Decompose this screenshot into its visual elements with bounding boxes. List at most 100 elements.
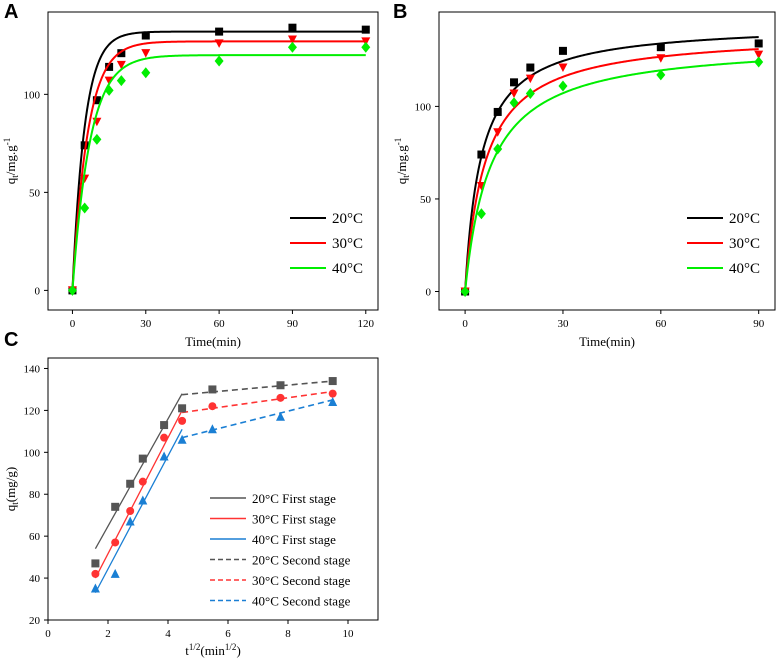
data-point-0-3 xyxy=(138,454,147,463)
data-point-0-5 xyxy=(178,404,187,413)
x-axis-title: t1/2(min1/2) xyxy=(185,642,241,658)
data-point-1-4 xyxy=(116,60,126,70)
data-point-0-5 xyxy=(558,46,567,55)
data-point-1-3 xyxy=(509,89,519,98)
y-axis-title-sup: -1 xyxy=(2,138,12,146)
fit-curve-0 xyxy=(464,36,759,292)
data-point-1-7 xyxy=(276,393,285,402)
data-point-0-4 xyxy=(526,63,535,72)
y-axis-title-sup: -1 xyxy=(393,138,403,146)
data-point-0-6 xyxy=(656,43,665,52)
fit-curve-2 xyxy=(71,54,366,291)
y-tick-label: 50 xyxy=(29,187,41,199)
data-point-1-2 xyxy=(126,507,135,516)
x-tick-label: 0 xyxy=(462,318,468,330)
data-point-1-5 xyxy=(178,416,187,425)
y-tick-label: 100 xyxy=(415,101,432,113)
x-tick-label: 30 xyxy=(557,318,569,330)
fit-curve-0 xyxy=(71,30,366,291)
fit-curve-1 xyxy=(71,40,366,291)
data-point-1-1 xyxy=(111,538,120,547)
data-point-0-0 xyxy=(91,559,100,568)
y-tick-label: 0 xyxy=(426,286,432,298)
panel-label-a: A xyxy=(4,1,18,23)
x-tick-label: 2 xyxy=(105,628,111,640)
data-point-1-8 xyxy=(361,37,371,46)
data-point-2-1 xyxy=(80,202,90,214)
fit-curve-2 xyxy=(464,60,759,292)
legend-label-1: 30°C xyxy=(729,236,760,252)
y-axis-title-rest: /mg.g xyxy=(3,145,18,175)
plot-frame xyxy=(47,11,379,311)
y-axis-title-sub: t xyxy=(401,175,411,178)
data-point-2-1 xyxy=(476,208,486,220)
x-tick-label: 6 xyxy=(225,628,231,640)
data-point-2-6 xyxy=(214,55,224,67)
x-tick-label: 60 xyxy=(214,318,226,330)
y-tick-label: 50 xyxy=(420,194,432,206)
data-point-0-5 xyxy=(141,31,150,40)
fit-line-3 xyxy=(182,380,333,396)
panel-label-b: B xyxy=(393,1,407,23)
y-tick-label: 120 xyxy=(24,405,41,417)
x-axis-title-rest: (min xyxy=(200,643,225,658)
legend-label-4: 30°C Second stage xyxy=(252,573,351,588)
x-tick-label: 0 xyxy=(45,628,51,640)
y-tick-label: 0 xyxy=(35,285,41,297)
data-point-0-2 xyxy=(493,107,502,116)
data-point-1-5 xyxy=(558,63,568,73)
legend-label-2: 40°C xyxy=(332,261,363,277)
data-point-0-8 xyxy=(361,25,370,34)
data-point-2-6 xyxy=(656,69,666,81)
y-axis-title-main: q xyxy=(3,504,18,511)
data-point-0-1 xyxy=(111,502,120,511)
data-point-0-7 xyxy=(754,39,763,48)
x-axis-title-main: t xyxy=(185,643,189,658)
fit-line-1 xyxy=(94,410,183,579)
legend-label-2: 40°C xyxy=(729,261,760,277)
data-point-0-3 xyxy=(105,62,114,71)
data-point-1-7 xyxy=(287,35,297,44)
data-point-2-4 xyxy=(116,75,126,87)
data-point-2-3 xyxy=(138,495,148,505)
x-axis-title: Time(min) xyxy=(579,334,635,349)
y-axis-title-rest: (mg/g) xyxy=(3,467,18,502)
data-point-2-0 xyxy=(67,284,77,296)
data-point-1-6 xyxy=(208,402,217,411)
data-point-2-0 xyxy=(460,285,470,297)
data-point-2-4 xyxy=(525,87,535,99)
data-point-0-8 xyxy=(328,377,337,386)
data-point-2-4 xyxy=(159,451,169,461)
fit-curve-1 xyxy=(464,48,759,292)
fit-line-4 xyxy=(181,390,333,414)
x-tick-label: 60 xyxy=(655,318,667,330)
data-point-2-5 xyxy=(141,67,151,79)
x-tick-label: 0 xyxy=(70,318,76,330)
y-axis-title-sub: t xyxy=(10,175,20,178)
legend-label-2: 40°C First stage xyxy=(252,532,336,547)
x-tick-label: 10 xyxy=(343,628,355,640)
y-axis-title: qt(mg/g) xyxy=(3,467,20,511)
data-point-2-1 xyxy=(110,568,120,578)
data-point-2-3 xyxy=(509,97,519,109)
data-point-1-3 xyxy=(138,477,147,486)
data-point-0-6 xyxy=(208,385,217,394)
y-tick-label: 100 xyxy=(24,447,41,459)
data-point-0-3 xyxy=(510,78,519,87)
data-point-2-6 xyxy=(207,424,217,434)
x-tick-label: 90 xyxy=(753,318,765,330)
data-point-1-6 xyxy=(214,39,224,48)
legend-label-1: 30°C xyxy=(332,236,363,252)
x-tick-label: 120 xyxy=(358,318,375,330)
y-tick-label: 40 xyxy=(29,573,41,585)
data-point-1-0 xyxy=(91,569,100,578)
fit-line-2 xyxy=(94,428,183,594)
data-point-0-1 xyxy=(80,141,89,150)
y-axis-title: qt/mg.g-1 xyxy=(2,138,20,185)
data-point-0-1 xyxy=(477,150,486,159)
plot-frame xyxy=(47,357,379,621)
x-axis-title-sup2: 1/2 xyxy=(225,642,237,652)
fit-line-5 xyxy=(181,399,333,439)
y-tick-label: 80 xyxy=(29,489,41,501)
